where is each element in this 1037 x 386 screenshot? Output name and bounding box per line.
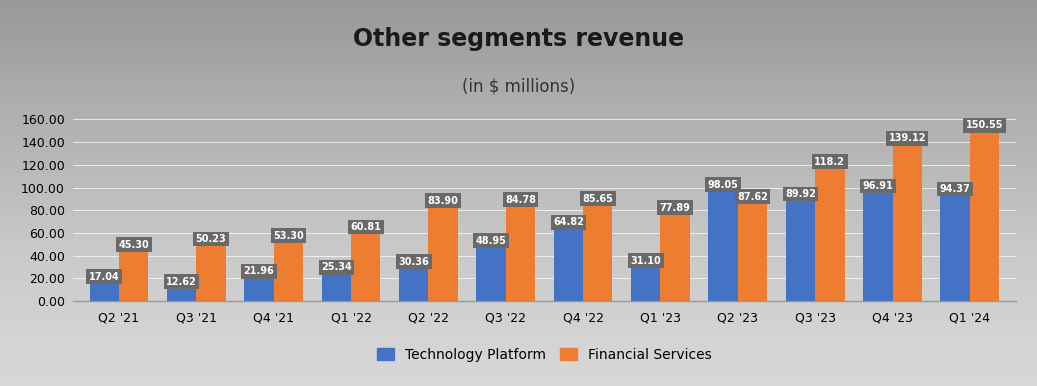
Bar <box>554 227 583 301</box>
Text: 30.36: 30.36 <box>398 257 429 267</box>
Bar <box>119 250 148 301</box>
Text: 17.04: 17.04 <box>89 272 119 282</box>
Bar <box>970 130 1000 301</box>
Bar <box>167 287 196 301</box>
Text: 94.37: 94.37 <box>940 184 971 194</box>
Text: Other segments revenue: Other segments revenue <box>353 27 684 51</box>
Text: 21.96: 21.96 <box>244 266 275 276</box>
Bar <box>352 232 381 301</box>
Text: 77.89: 77.89 <box>660 203 691 213</box>
Bar <box>632 266 661 301</box>
Text: 25.34: 25.34 <box>321 262 352 272</box>
Text: 118.2: 118.2 <box>814 157 845 167</box>
Text: 139.12: 139.12 <box>889 133 926 143</box>
Bar <box>476 245 506 301</box>
Bar <box>89 282 119 301</box>
Bar <box>245 276 274 301</box>
Text: 60.81: 60.81 <box>351 222 382 232</box>
Text: 64.82: 64.82 <box>553 217 584 227</box>
Bar <box>786 199 815 301</box>
Text: 31.10: 31.10 <box>630 256 662 266</box>
Bar <box>941 194 970 301</box>
Text: 12.62: 12.62 <box>166 277 197 287</box>
Bar <box>737 201 767 301</box>
Text: 50.23: 50.23 <box>196 234 226 244</box>
Bar <box>274 240 303 301</box>
Bar <box>863 191 893 301</box>
Bar <box>893 143 922 301</box>
Bar <box>196 244 226 301</box>
Text: 83.90: 83.90 <box>427 196 458 206</box>
Text: 150.55: 150.55 <box>965 120 1003 130</box>
Legend: Technology Platform, Financial Services: Technology Platform, Financial Services <box>372 342 717 367</box>
Text: (in $ millions): (in $ millions) <box>461 77 576 95</box>
Bar <box>506 205 535 301</box>
Text: 84.78: 84.78 <box>505 195 536 205</box>
Text: 96.91: 96.91 <box>863 181 893 191</box>
Bar <box>708 190 737 301</box>
Text: 45.30: 45.30 <box>118 240 149 250</box>
Text: 85.65: 85.65 <box>583 194 613 204</box>
Text: 89.92: 89.92 <box>785 189 816 199</box>
Text: 87.62: 87.62 <box>737 191 768 201</box>
Bar <box>399 267 428 301</box>
Text: 53.30: 53.30 <box>273 230 304 240</box>
Bar <box>583 204 613 301</box>
Text: 48.95: 48.95 <box>476 235 506 245</box>
Bar <box>321 272 352 301</box>
Text: 98.05: 98.05 <box>707 180 738 190</box>
Bar <box>815 167 844 301</box>
Bar <box>428 206 457 301</box>
Bar <box>661 213 690 301</box>
